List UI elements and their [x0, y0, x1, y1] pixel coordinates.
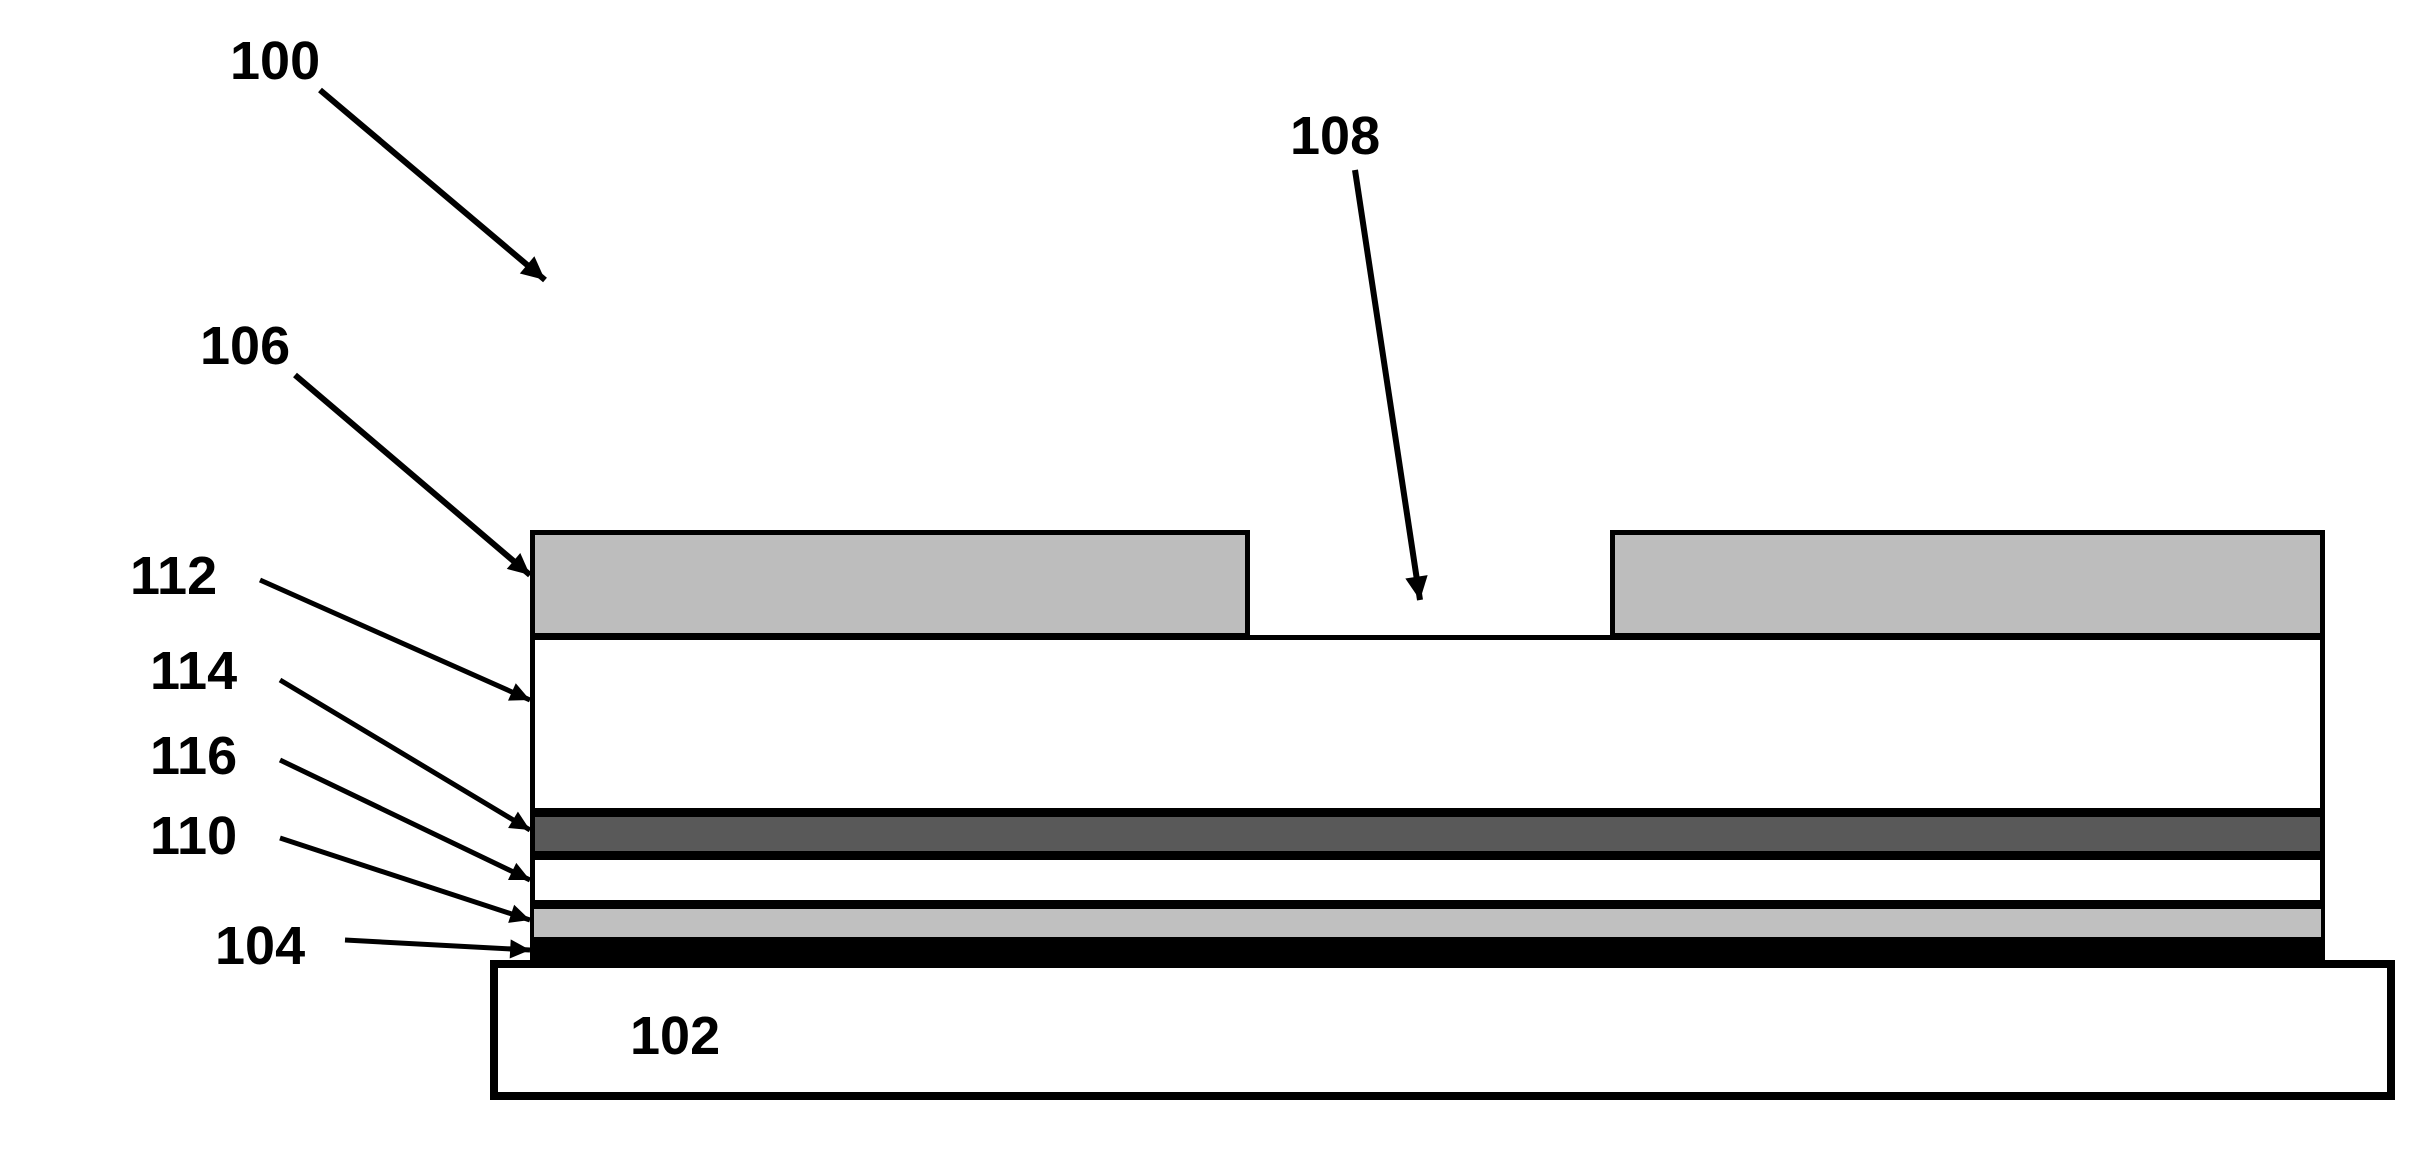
callout-label-104: 104 [215, 915, 305, 977]
layer-114-darkgray [530, 812, 2325, 856]
layer-116-white [530, 855, 2325, 905]
callout-label-106: 106 [200, 315, 290, 377]
layer-102-substrate [490, 960, 2395, 1100]
callout-label-116: 116 [150, 725, 237, 787]
layer-label-102: 102 [630, 1005, 720, 1067]
callout-label-108: 108 [1290, 105, 1380, 167]
layer-110-gray [530, 905, 2325, 941]
layer-112-white [530, 635, 2325, 813]
callout-label-112: 112 [130, 545, 217, 607]
callout-label-100: 100 [230, 30, 320, 92]
callout-label-114: 114 [150, 640, 237, 702]
callout-label-110: 110 [150, 805, 237, 867]
layer-104-black [530, 940, 2325, 964]
layer-106-left-resist [530, 530, 1250, 638]
layer-106-right-resist [1610, 530, 2325, 638]
